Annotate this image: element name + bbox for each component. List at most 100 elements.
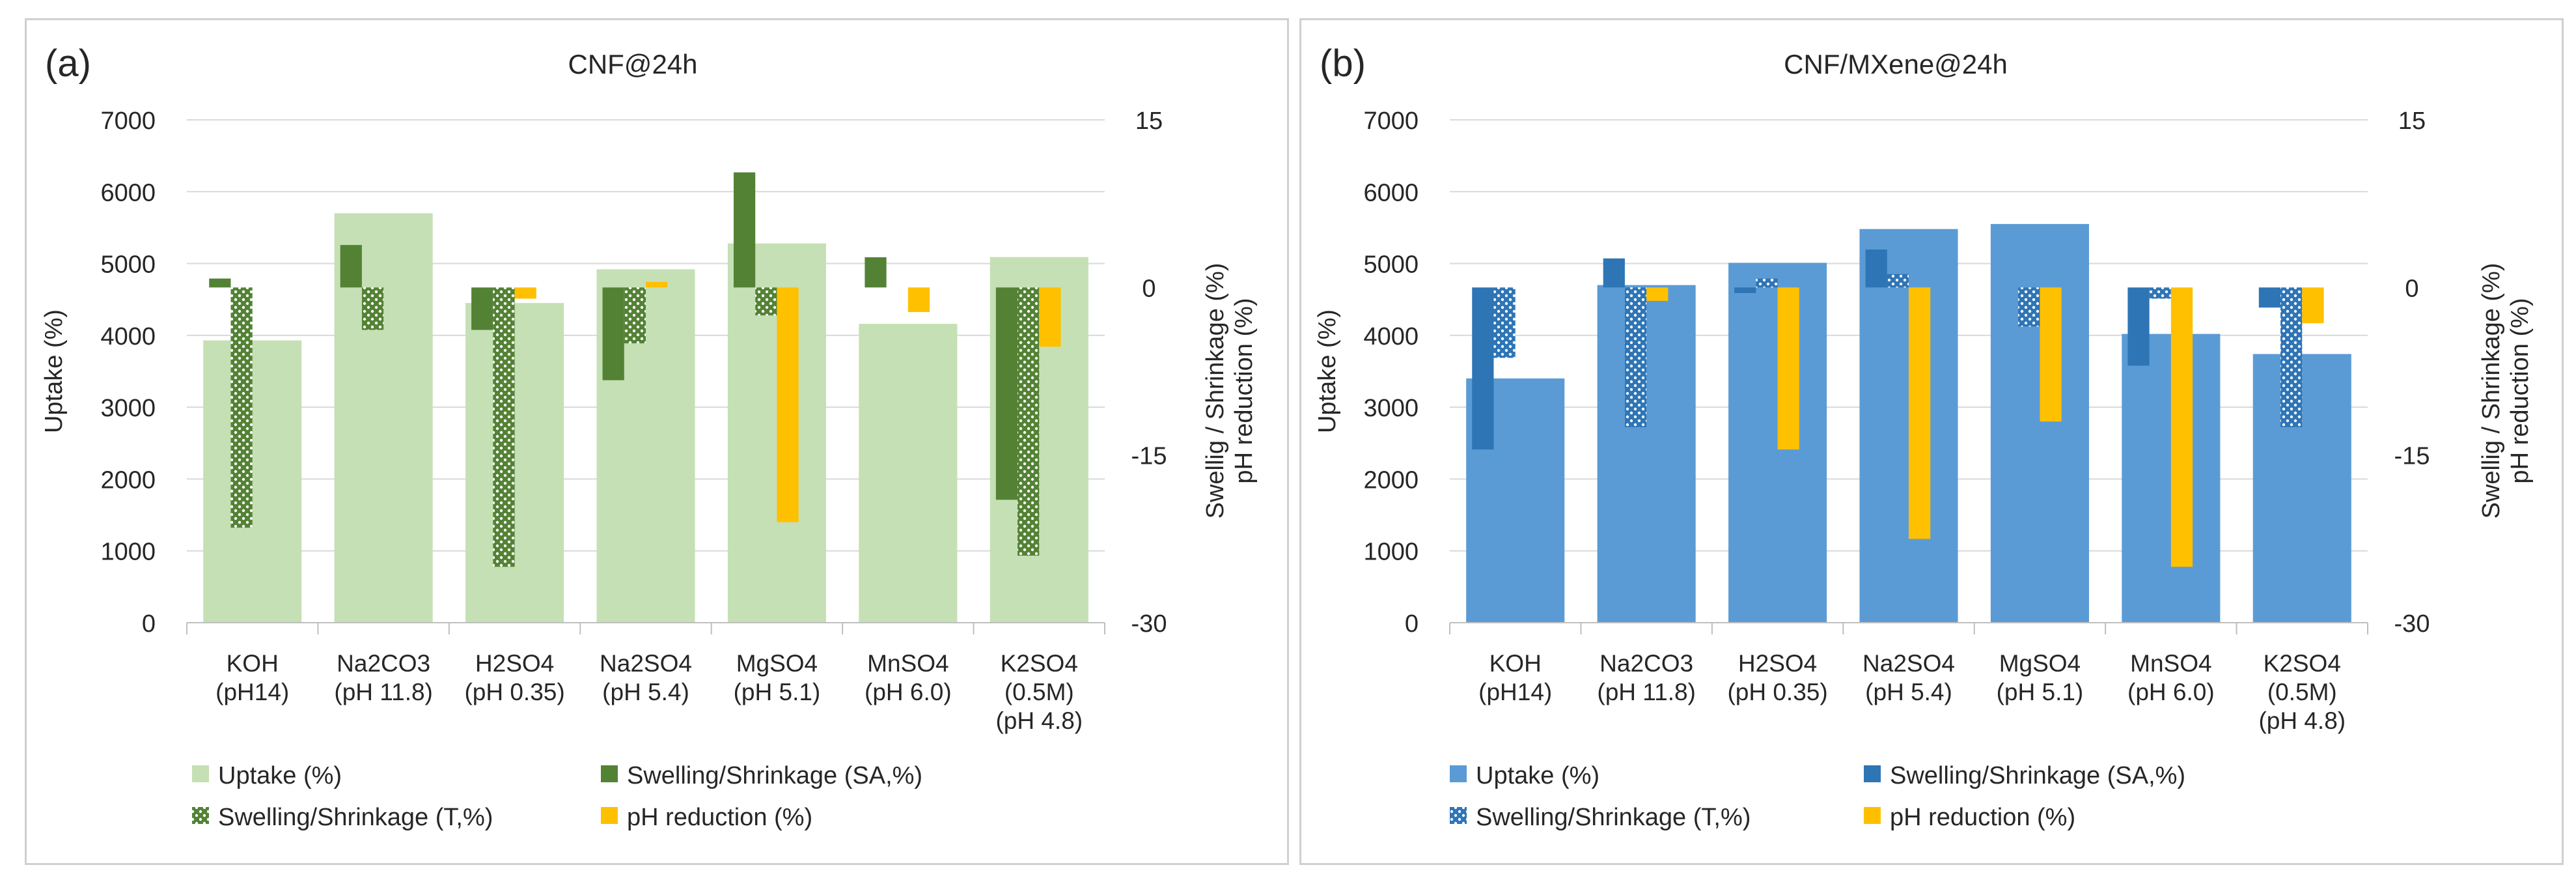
bar-swelling-t — [2018, 287, 2040, 327]
bar-ph-reduction — [1039, 287, 1061, 347]
y-tick-label: 6000 — [100, 179, 156, 206]
x-tick-label: Na2CO3 — [337, 650, 430, 677]
bar-swelling-t — [2149, 287, 2171, 299]
legend-label: Swelling/Shrinkage (T,%) — [1476, 804, 1751, 831]
bar-ph-reduction — [907, 287, 930, 313]
x-tick-label: Na2CO3 — [1600, 650, 1693, 677]
chart-b-svg: 0 1000 2000 3000 4000 5000 6000 7000 -30 -15 0 15 KO… — [1314, 42, 2534, 831]
y2-tick-label: -15 — [1131, 443, 1167, 470]
bar-ph-reduction — [646, 281, 668, 288]
bar-swelling-sa — [340, 245, 362, 288]
x-tick-label: (pH 5.1) — [1997, 679, 2084, 705]
bar-swelling-sa — [1865, 249, 1887, 288]
bar-swelling-t — [1018, 287, 1040, 556]
bar-swelling-t — [230, 287, 253, 528]
x-tick-label: H2SO4 — [1738, 650, 1817, 677]
bar-swelling-sa — [471, 287, 493, 330]
y-tick-label: 2000 — [100, 466, 156, 494]
bar-swelling-sa — [995, 287, 1018, 500]
chart-panel-b: 0 1000 2000 3000 4000 5000 6000 7000 -30 -15 0 15 KO… — [1299, 18, 2564, 865]
y-tick-label: 3000 — [1363, 395, 1419, 422]
y2-axis-title: pH reduction (%) — [1230, 298, 1258, 483]
bar-swelling-sa — [209, 278, 231, 288]
bar-ph-reduction — [1646, 287, 1669, 301]
legend-label: Swelling/Shrinkage (T,%) — [218, 804, 493, 831]
y-axis-title: Uptake (%) — [1314, 309, 1341, 433]
legend-label: pH reduction (%) — [1890, 804, 2075, 831]
x-tick-label: MgSO4 — [1999, 650, 2081, 677]
bar-swelling-t — [755, 287, 777, 316]
x-tick-label: (pH 4.8) — [2258, 707, 2346, 734]
y-tick-label: 5000 — [1363, 251, 1419, 279]
y2-tick-label: -30 — [1131, 610, 1167, 638]
x-tick-label: (pH14) — [215, 679, 289, 705]
bar-swelling-sa — [2258, 287, 2281, 308]
bar-uptake — [1990, 223, 2089, 623]
legend-swatch — [192, 807, 209, 824]
x-tick-label: MnSO4 — [2130, 650, 2211, 677]
x-tick-label: Na2SO4 — [1863, 650, 1955, 677]
bar-ph-reduction — [2302, 287, 2324, 324]
bar-swelling-sa — [865, 257, 887, 288]
x-tick-label: (pH 0.35) — [1727, 679, 1827, 705]
y-axis-title: Uptake (%) — [40, 309, 68, 433]
bar-ph-reduction — [777, 287, 799, 522]
bar-uptake — [2122, 333, 2221, 623]
x-tick-label: K2SO4 — [1001, 650, 1078, 677]
bar-ph-reduction — [2040, 287, 2062, 422]
y-tick-label: 4000 — [100, 323, 156, 350]
y2-axis-title: pH reduction (%) — [2506, 298, 2534, 483]
x-tick-label: (pH 6.0) — [865, 679, 952, 705]
y2-tick-label: -30 — [2394, 610, 2430, 638]
legend-label: Swelling/Shrinkage (SA,%) — [627, 762, 922, 789]
x-tick-label: (pH 0.35) — [464, 679, 564, 705]
y2-axis-title: Swellig / Shrinkage (%) — [2478, 263, 2505, 519]
bar-swelling-t — [1493, 287, 1516, 358]
x-tick-label: (pH 6.0) — [2127, 679, 2215, 705]
bar-ph-reduction — [2170, 287, 2193, 567]
x-tick-label: (pH 11.8) — [334, 679, 433, 705]
y-tick-label: 0 — [1405, 610, 1419, 638]
y2-tick-label: 0 — [1142, 275, 1156, 302]
x-tick-label: KOH — [227, 650, 279, 677]
bar-swelling-t — [1756, 278, 1778, 288]
y-tick-label: 5000 — [100, 251, 156, 279]
x-tick-label: K2SO4 — [2264, 650, 2341, 677]
chart-panel-a: 0 1000 2000 3000 4000 5000 6000 7000 -30 -15 0 15 KO… — [25, 18, 1289, 865]
y2-tick-label: -15 — [2394, 443, 2430, 470]
bar-swelling-sa — [1603, 258, 1625, 288]
y-tick-label: 6000 — [1363, 179, 1419, 206]
y2-tick-label: 0 — [2405, 275, 2418, 302]
bar-swelling-sa — [1472, 287, 1494, 450]
y-tick-label: 4000 — [1363, 323, 1419, 350]
chart-title: CNF@24h — [568, 49, 697, 79]
legend-swatch — [1450, 807, 1467, 824]
x-tick-label: (pH 5.4) — [602, 679, 689, 705]
legend-label: Uptake (%) — [218, 762, 342, 789]
bar-swelling-sa — [2127, 287, 2150, 366]
bar-swelling-t — [1887, 274, 1909, 288]
y2-tick-label: 15 — [1135, 107, 1163, 135]
y-tick-label: 0 — [142, 610, 156, 638]
legend-label: Uptake (%) — [1476, 762, 1600, 789]
bar-swelling-sa — [602, 287, 624, 380]
x-tick-label: Na2SO4 — [600, 650, 692, 677]
x-tick-label: H2SO4 — [475, 650, 554, 677]
legend-swatch — [192, 765, 209, 782]
bar-ph-reduction — [514, 287, 536, 299]
bar-swelling-t — [361, 287, 384, 330]
bar-ph-reduction — [1777, 287, 1799, 450]
x-tick-label: KOH — [1489, 650, 1542, 677]
chart-title: CNF/MXene@24h — [1784, 49, 2008, 79]
x-tick-label: (pH 11.8) — [1597, 679, 1696, 705]
x-tick-label: MnSO4 — [867, 650, 949, 677]
bar-uptake — [1597, 285, 1696, 623]
x-tick-label: (0.5M) — [2267, 679, 2337, 705]
y-tick-label: 7000 — [100, 107, 156, 135]
panel-label: (a) — [45, 42, 91, 85]
bar-uptake — [859, 324, 958, 623]
legend-swatch — [601, 765, 618, 782]
y-tick-label: 1000 — [1363, 539, 1419, 566]
x-tick-label: (pH14) — [1478, 679, 1552, 705]
legend-swatch — [1864, 765, 1881, 782]
